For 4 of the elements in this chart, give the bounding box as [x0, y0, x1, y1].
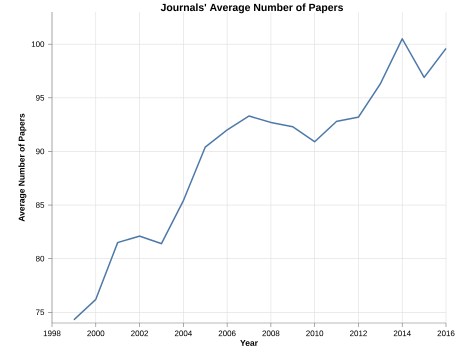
- line-series: [73, 38, 447, 321]
- y-axis-title: Average Number of Papers: [18, 114, 26, 222]
- x-axis-title: Year: [240, 340, 258, 346]
- chart-title: Journals' Average Number of Papers: [160, 3, 344, 14]
